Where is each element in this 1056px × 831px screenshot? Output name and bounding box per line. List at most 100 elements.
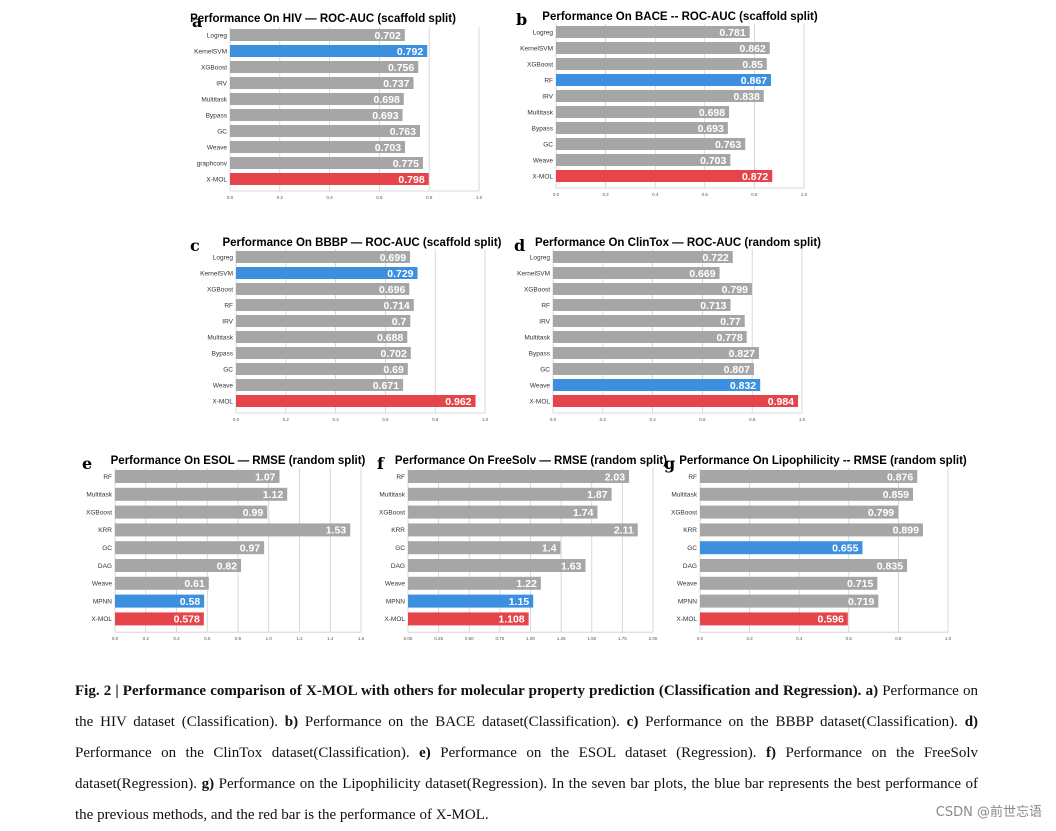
bar — [556, 42, 770, 54]
value-label: 0.698 — [699, 107, 725, 119]
category-label: XGBoost — [524, 286, 550, 293]
value-label: 0.715 — [847, 578, 873, 590]
bar — [700, 505, 899, 519]
bar — [408, 559, 586, 572]
category-label: XGBoost — [671, 509, 697, 516]
x-tick-label: 1.50 — [587, 636, 596, 641]
category-label: Logreg — [207, 32, 228, 39]
x-tick-label: 0.2 — [143, 636, 150, 641]
x-tick-label: 0.2 — [277, 195, 284, 200]
category-label: KernelSVM — [520, 45, 553, 52]
value-label: 1.4 — [542, 543, 557, 555]
x-tick-label: 0.8 — [432, 417, 439, 422]
x-tick-label: 1.6 — [358, 636, 365, 641]
value-label: 0.872 — [742, 171, 768, 183]
value-label: 0.696 — [379, 284, 405, 296]
bar — [230, 141, 406, 153]
bar — [700, 487, 914, 501]
category-label: Multitask — [201, 96, 227, 103]
bace-chart: b Performance On BACE -- ROC-AUC (scaffol… — [516, 10, 818, 197]
caption-text-d: Performance on the ClinTox dataset(Class… — [75, 745, 410, 761]
bar — [700, 576, 878, 590]
x-tick-label: 1.0 — [945, 636, 952, 641]
x-tick-label: 0.6 — [699, 417, 706, 422]
bar — [700, 541, 863, 555]
category-label: RF — [688, 474, 697, 481]
bar — [556, 138, 746, 150]
bar — [556, 154, 731, 166]
value-label: 0.671 — [373, 380, 399, 392]
category-label: X-MOL — [384, 616, 405, 623]
x-tick-label: 1.0 — [482, 417, 489, 422]
chart-title: Performance On BBBP — ROC-AUC (scaffold … — [222, 237, 501, 249]
bar — [115, 576, 209, 590]
bar — [230, 125, 420, 137]
category-label: Multitask — [86, 492, 112, 499]
bbbp-chart: c Performance On BBBP — ROC-AUC (scaffold… — [190, 236, 502, 422]
value-label: 0.722 — [702, 252, 728, 264]
bar — [553, 395, 799, 407]
x-tick-label: 0.4 — [326, 195, 333, 200]
value-label: 0.778 — [716, 332, 742, 344]
value-label: 0.698 — [374, 94, 400, 106]
value-label: 0.827 — [729, 348, 755, 360]
caption-label-b: b) — [284, 714, 299, 730]
caption-label-a: a) — [865, 683, 879, 699]
category-label: Bypass — [532, 125, 554, 132]
x-tick-label: 0.8 — [749, 417, 756, 422]
bar — [553, 283, 752, 295]
category-label: GC — [687, 545, 697, 552]
value-label: 0.69 — [383, 364, 404, 376]
x-tick-label: 0.2 — [600, 417, 607, 422]
x-tick-label: 1.0 — [476, 195, 483, 200]
value-label: 1.87 — [587, 489, 608, 501]
bar — [408, 505, 598, 519]
value-label: 0.859 — [883, 489, 909, 501]
x-tick-label: 0.4 — [173, 636, 180, 641]
x-tick-label: 0.00 — [404, 636, 413, 641]
value-label: 0.807 — [724, 364, 750, 376]
category-label: XGBoost — [527, 61, 553, 68]
category-label: GC — [102, 545, 112, 552]
value-label: 0.85 — [742, 59, 763, 71]
bar — [230, 29, 405, 41]
category-label: IRV — [539, 318, 550, 325]
caption-label-g: g) — [201, 776, 215, 792]
value-label: 0.596 — [818, 614, 844, 626]
bar — [700, 523, 923, 537]
value-label: 1.108 — [498, 614, 524, 626]
x-tick-label: 0.2 — [602, 192, 609, 197]
bar — [553, 363, 754, 375]
value-label: 0.781 — [719, 27, 745, 39]
category-label: RF — [103, 474, 112, 481]
category-label: Multitask — [207, 334, 233, 341]
value-label: 0.97 — [240, 543, 261, 555]
category-label: X-MOL — [676, 616, 697, 623]
bar — [115, 612, 204, 626]
bar — [236, 299, 414, 311]
category-label: KRR — [98, 527, 112, 534]
x-tick-label: 0.25 — [434, 636, 443, 641]
x-tick-label: 0.2 — [746, 636, 753, 641]
bar — [236, 379, 404, 391]
bar — [230, 61, 419, 73]
caption-label-e: e) — [419, 745, 431, 761]
value-label: 1.22 — [516, 578, 537, 590]
bar — [236, 347, 411, 359]
value-label: 0.578 — [174, 614, 200, 626]
x-tick-label: 1.0 — [266, 636, 273, 641]
caption-text-b: Performance on the BACE dataset(Classifi… — [304, 714, 620, 730]
bar — [700, 594, 879, 608]
lipophilicity-chart: g Performance On Lipophilicity -- RMSE (r… — [664, 454, 967, 641]
value-label: 2.11 — [614, 525, 634, 537]
x-tick-label: 0.6 — [376, 195, 383, 200]
bar — [236, 267, 418, 279]
panel-label: f — [377, 454, 385, 473]
x-tick-label: 0.4 — [332, 417, 339, 422]
bar — [700, 470, 918, 483]
bar — [115, 470, 280, 483]
x-tick-label: 1.2 — [296, 636, 303, 641]
category-label: Weave — [213, 382, 233, 389]
bar — [408, 576, 541, 590]
value-label: 0.876 — [887, 471, 913, 483]
